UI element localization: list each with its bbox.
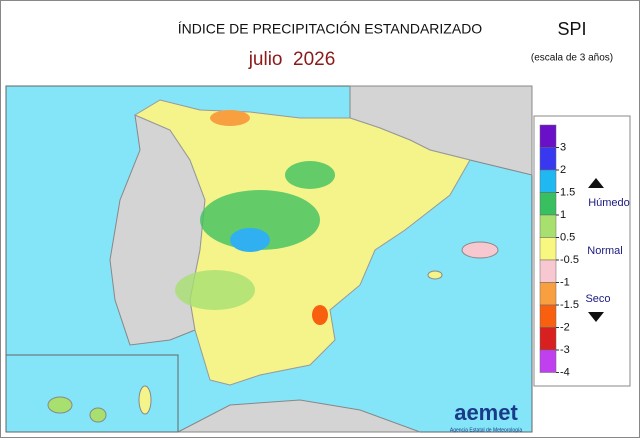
normal-area — [175, 270, 255, 310]
canary-island — [89, 407, 107, 423]
title: ÍNDICE DE PRECIPITACIÓN ESTANDARIZADO — [178, 21, 483, 37]
dry-label: Seco — [585, 293, 610, 305]
legend-swatch — [539, 349, 557, 373]
legend-swatch — [539, 214, 557, 238]
legend-swatch — [539, 304, 557, 328]
legend: 3 2 1.5 1 0.5 -0.5 -1 -1.5 -2 -3 -4 — [539, 124, 579, 378]
legend-tick-label: -3 — [560, 344, 570, 356]
spain — [133, 99, 471, 386]
scale-note: (escala de 3 años) — [531, 53, 613, 64]
legend-swatch — [539, 282, 557, 306]
date: julio 2026 — [248, 49, 336, 70]
legend-swatch — [539, 259, 557, 283]
legend-swatch — [539, 124, 557, 148]
down-arrow — [588, 312, 604, 322]
dry-area — [210, 110, 250, 126]
dry-area — [312, 305, 328, 325]
canary-island — [138, 385, 152, 415]
africa — [177, 399, 421, 433]
logo-agency: Agencia Estatal de Meteorología — [450, 427, 522, 433]
legend-tick-label: -2 — [560, 321, 570, 333]
legend-tick-label: -1 — [560, 276, 570, 288]
legend-tick-label: -0.5 — [560, 254, 579, 266]
canary-island — [47, 396, 73, 414]
legend-tick-label: 1 — [560, 209, 566, 221]
index-name: SPI — [557, 19, 586, 39]
wet-label: Húmedo — [588, 197, 630, 209]
balearics — [427, 270, 443, 280]
wet-area — [230, 228, 270, 252]
legend-tick-label: -1.5 — [560, 299, 579, 311]
legend-tick-label: 1.5 — [560, 186, 575, 198]
legend-swatch — [539, 192, 557, 216]
legend-swatch — [539, 237, 557, 261]
legend-swatch — [539, 147, 557, 171]
balearics — [461, 241, 499, 259]
wet-area — [200, 190, 320, 250]
canary-inset — [5, 354, 179, 433]
wet-area — [285, 161, 335, 189]
normal-label: Normal — [587, 245, 622, 257]
legend-swatch — [539, 169, 557, 193]
legend-tick-label: 3 — [560, 141, 566, 153]
legend-tick-label: 2 — [560, 164, 566, 176]
legend-tick-label: 0.5 — [560, 231, 575, 243]
up-arrow — [588, 178, 604, 188]
logo-name: aemet — [454, 400, 518, 425]
map — [5, 85, 533, 433]
legend-tick-label: -4 — [560, 366, 570, 378]
legend-swatch — [539, 327, 557, 351]
